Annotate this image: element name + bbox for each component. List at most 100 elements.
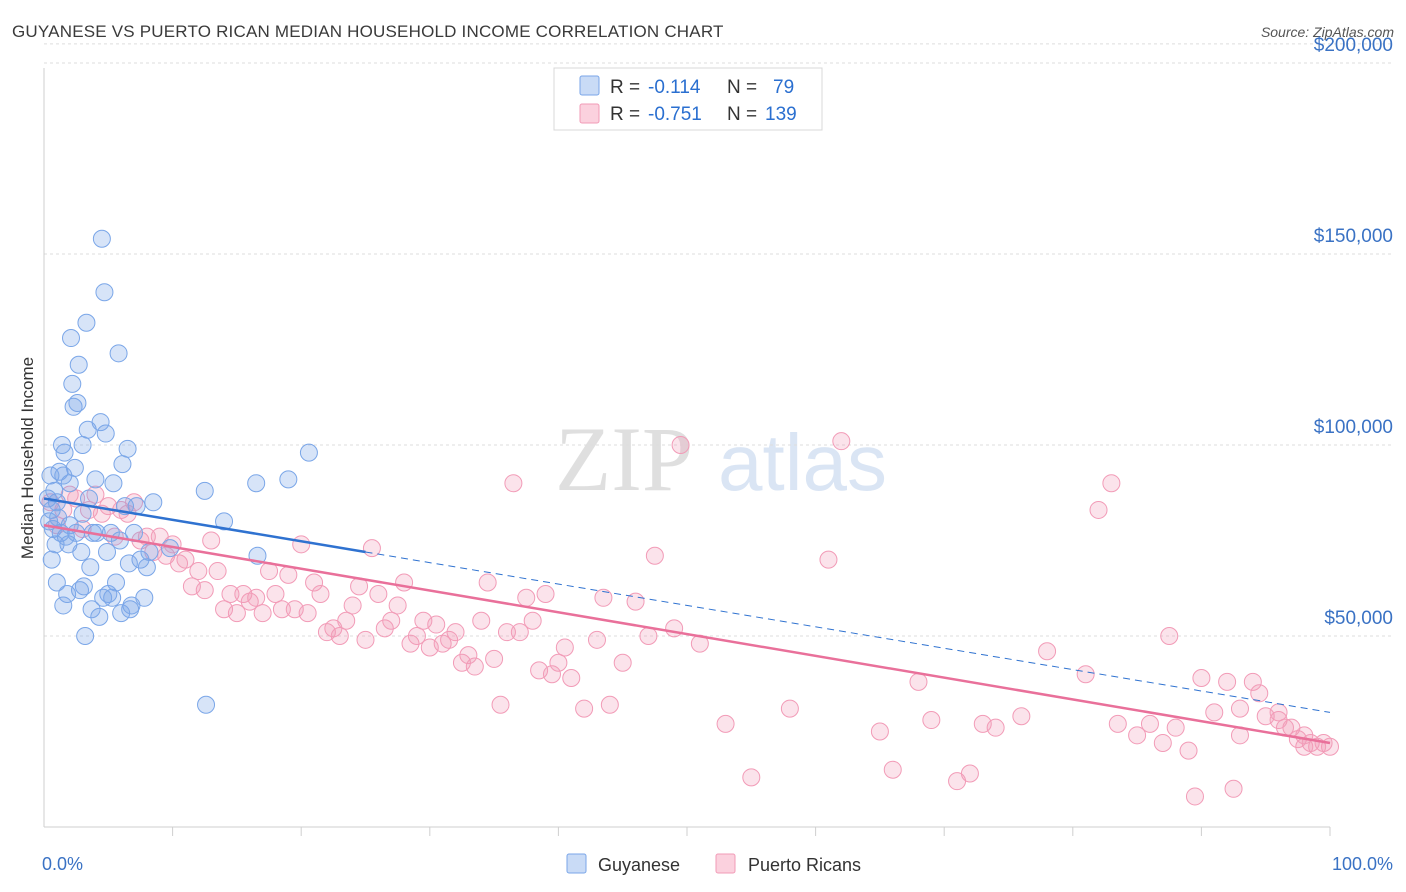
point-puerto-ricans-60 <box>427 615 446 634</box>
point-puerto-ricans-122 <box>1224 779 1243 798</box>
point-puerto-ricans-69 <box>485 649 504 668</box>
watermark-zip: ZIP <box>555 408 693 510</box>
point-guyanese-36 <box>86 470 105 489</box>
point-puerto-ricans-93 <box>716 714 735 733</box>
point-guyanese-63 <box>137 558 156 577</box>
trend-puerto-ricans <box>43 523 1331 745</box>
point-puerto-ricans-136 <box>1269 703 1288 722</box>
point-puerto-ricans-82 <box>575 699 594 718</box>
point-guyanese-50 <box>109 344 128 363</box>
point-puerto-ricans-89 <box>645 546 664 565</box>
point-guyanese-74 <box>42 550 61 569</box>
point-puerto-ricans-119 <box>1192 669 1211 688</box>
point-puerto-ricans-47 <box>343 596 362 615</box>
bottom-legend-swatch-puerto-ricans <box>715 853 736 874</box>
trend-lines <box>43 497 1331 745</box>
point-puerto-ricans-40 <box>298 604 317 623</box>
point-puerto-ricans-125 <box>1250 684 1269 703</box>
point-guyanese-28 <box>74 577 93 596</box>
point-puerto-ricans-78 <box>542 665 561 684</box>
point-guyanese-39 <box>91 413 110 432</box>
point-guyanese-13 <box>55 443 74 462</box>
point-puerto-ricans-66 <box>465 657 484 676</box>
point-puerto-ricans-99 <box>883 760 902 779</box>
legend-n-value-puerto-ricans: 139 <box>765 104 797 125</box>
point-puerto-ricans-54 <box>388 596 407 615</box>
point-puerto-ricans-71 <box>497 623 516 642</box>
point-guyanese-65 <box>144 493 163 512</box>
point-puerto-ricans-108 <box>1076 665 1095 684</box>
point-puerto-ricans-65 <box>459 646 478 665</box>
point-puerto-ricans-103 <box>960 764 979 783</box>
point-puerto-ricans-90 <box>665 619 684 638</box>
point-puerto-ricans-57 <box>407 627 426 645</box>
y-tick-labels: $50,000 $100,000 $150,000 $200,000 <box>1314 35 1393 629</box>
stats-legend: R = -0.114 N = 79 R = -0.751 N = 139 <box>553 67 823 131</box>
point-puerto-ricans-77 <box>536 584 555 603</box>
point-puerto-ricans-94 <box>742 768 761 787</box>
legend-n-label-guyanese: N = <box>727 77 757 98</box>
y-tick-label-50000: $50,000 <box>1324 608 1393 629</box>
point-guyanese-53 <box>113 455 132 474</box>
point-guyanese-6 <box>46 535 65 554</box>
point-puerto-ricans-46 <box>337 611 356 630</box>
point-puerto-ricans-112 <box>1128 726 1147 745</box>
point-guyanese-49 <box>107 573 126 592</box>
point-guyanese-52 <box>112 604 131 623</box>
point-puerto-ricans-124 <box>1243 672 1262 691</box>
bottom-legend-label-puerto-ricans: Puerto Ricans <box>748 855 861 875</box>
point-guyanese-27 <box>73 436 92 454</box>
bottom-legend-swatch-guyanese <box>566 853 587 874</box>
point-puerto-ricans-101 <box>922 711 941 730</box>
point-puerto-ricans-95 <box>780 699 799 718</box>
point-guyanese-73 <box>299 443 318 462</box>
point-guyanese-18 <box>62 329 81 348</box>
point-guyanese-19 <box>63 374 82 393</box>
point-puerto-ricans-36 <box>272 600 291 619</box>
bottom-legend-label-guyanese: Guyanese <box>598 855 680 875</box>
point-guyanese-33 <box>81 558 100 577</box>
point-puerto-ricans-42 <box>311 584 330 603</box>
point-puerto-ricans-117 <box>1179 741 1198 760</box>
trend-guyanese-solid <box>43 497 366 554</box>
legend-r-label-puerto-ricans: R = <box>610 104 640 125</box>
point-puerto-ricans-111 <box>1108 714 1127 733</box>
point-puerto-ricans-91 <box>671 436 690 454</box>
point-puerto-ricans-106 <box>1012 707 1031 726</box>
point-guyanese-56 <box>119 554 138 573</box>
point-puerto-ricans-113 <box>1140 714 1159 733</box>
legend-r-value-puerto-ricans: -0.751 <box>648 104 702 125</box>
point-guyanese-44 <box>98 542 117 561</box>
legend-n-label-puerto-ricans: N = <box>727 104 757 125</box>
point-guyanese-24 <box>69 355 88 374</box>
point-guyanese-61 <box>131 550 150 569</box>
point-guyanese-42 <box>95 283 114 302</box>
point-puerto-ricans-105 <box>986 718 1005 737</box>
point-puerto-ricans-55 <box>395 573 414 592</box>
point-puerto-ricans-120 <box>1205 703 1224 722</box>
point-puerto-ricans-74 <box>517 588 536 607</box>
point-guyanese-69 <box>215 512 234 531</box>
point-puerto-ricans-37 <box>279 565 298 584</box>
point-guyanese-64 <box>140 542 159 561</box>
point-puerto-ricans-39 <box>292 535 311 554</box>
point-puerto-ricans-25 <box>202 531 221 550</box>
watermark-atlas: atlas <box>718 418 887 507</box>
point-puerto-ricans-72 <box>504 474 523 493</box>
legend-n-value-guyanese: 79 <box>773 77 794 98</box>
point-guyanese-48 <box>104 474 123 493</box>
point-puerto-ricans-73 <box>510 623 529 642</box>
point-guyanese-55 <box>118 439 137 458</box>
point-puerto-ricans-110 <box>1102 474 1121 493</box>
point-puerto-ricans-121 <box>1218 672 1237 691</box>
point-guyanese-62 <box>135 588 154 607</box>
point-puerto-ricans-63 <box>446 623 465 642</box>
point-guyanese-72 <box>279 470 298 489</box>
point-puerto-ricans-80 <box>555 638 574 657</box>
point-guyanese-26 <box>72 542 91 561</box>
point-guyanese-29 <box>76 627 95 645</box>
point-guyanese-67 <box>195 481 214 500</box>
point-guyanese-47 <box>103 588 122 607</box>
point-puerto-ricans-45 <box>330 627 349 645</box>
